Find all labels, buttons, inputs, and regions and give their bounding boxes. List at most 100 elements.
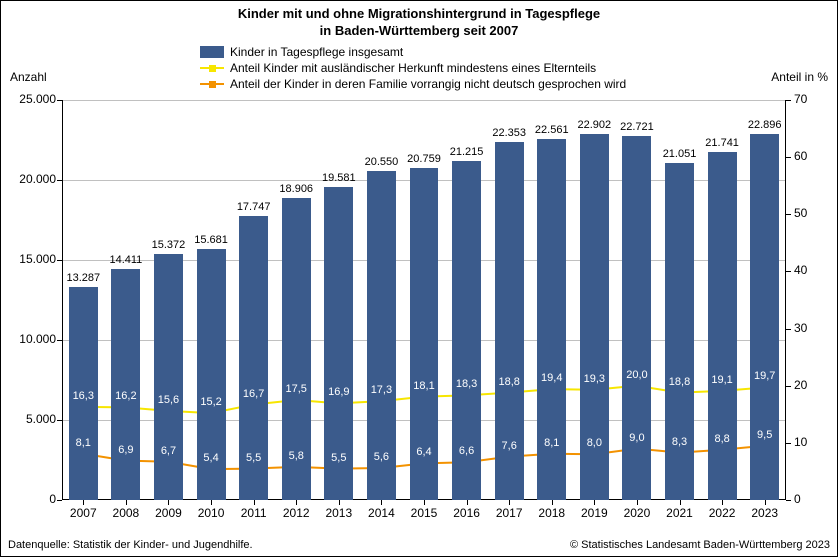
axis-line [785, 100, 786, 500]
tick-mark [509, 500, 510, 505]
tick-mark [339, 500, 340, 505]
tick-mark [211, 500, 212, 505]
chart-title-line2: in Baden-Württemberg seit 2007 [320, 23, 519, 38]
bar-label: 21.051 [658, 148, 702, 160]
axis-line [62, 100, 63, 500]
tick-mark [424, 500, 425, 505]
line1-label: 18,3 [451, 378, 483, 390]
bar [665, 163, 694, 500]
bar [708, 152, 737, 500]
bar [111, 269, 140, 500]
line2-label: 9,0 [621, 432, 653, 444]
bar-label: 19.581 [317, 172, 361, 184]
tick-mark [381, 500, 382, 505]
bar-label: 15.681 [189, 234, 233, 246]
line2-label: 5,6 [365, 451, 397, 463]
legend-row-bar: Kinder in Tagespflege insgesamt [200, 44, 626, 60]
xtick: 2011 [234, 506, 274, 520]
tick-mark [680, 500, 681, 505]
xtick: 2023 [745, 506, 785, 520]
gridline [62, 100, 786, 101]
legend: Kinder in Tagespflege insgesamt Anteil K… [200, 44, 626, 92]
ytick-right: 30 [794, 321, 834, 335]
line2-label: 6,7 [152, 445, 184, 457]
legend-label-bar: Kinder in Tagespflege insgesamt [230, 45, 403, 59]
bar-label: 20.759 [402, 153, 446, 165]
bar-label: 22.353 [487, 127, 531, 139]
line2-label: 6,9 [110, 444, 142, 456]
line2-label: 5,8 [280, 450, 312, 462]
line1-label: 20,0 [621, 369, 653, 381]
line2-label: 5,4 [195, 452, 227, 464]
tick-mark [57, 260, 62, 261]
bar-label: 21.215 [445, 146, 489, 158]
line1-label: 18,1 [408, 380, 440, 392]
tick-mark [786, 271, 791, 272]
xtick: 2009 [148, 506, 188, 520]
bar-label: 22.721 [615, 121, 659, 133]
bar [750, 134, 779, 500]
tick-mark [57, 500, 62, 501]
legend-swatch-line1 [200, 62, 224, 74]
tick-mark [786, 500, 791, 501]
line2-label: 8,3 [664, 436, 696, 448]
line2-label: 5,5 [323, 452, 355, 464]
tick-mark [765, 500, 766, 505]
line1-label: 16,3 [67, 390, 99, 402]
tick-mark [786, 157, 791, 158]
tick-mark [296, 500, 297, 505]
xtick: 2015 [404, 506, 444, 520]
bar [154, 254, 183, 500]
line1-label: 17,5 [280, 383, 312, 395]
chart-title: Kinder mit und ohne Migrationshintergrun… [0, 6, 838, 40]
xtick: 2019 [574, 506, 614, 520]
tick-mark [168, 500, 169, 505]
line1-label: 17,3 [365, 384, 397, 396]
bar-label: 22.902 [572, 119, 616, 131]
line1-label: 16,7 [238, 388, 270, 400]
ytick-right: 50 [794, 206, 834, 220]
tick-mark [594, 500, 595, 505]
tick-mark [786, 214, 791, 215]
xtick: 2022 [702, 506, 742, 520]
tick-mark [83, 500, 84, 505]
tick-mark [786, 329, 791, 330]
tick-mark [57, 100, 62, 101]
tick-mark [786, 443, 791, 444]
plot-area: 13.28714.41115.37215.68117.74718.90619.5… [62, 100, 786, 500]
legend-label-line1: Anteil Kinder mit ausländischer Herkunft… [230, 61, 596, 75]
ytick-right: 40 [794, 263, 834, 277]
line2-label: 8,0 [578, 437, 610, 449]
chart-title-line1: Kinder mit und ohne Migrationshintergrun… [238, 6, 600, 21]
line2-label: 9,5 [749, 429, 781, 441]
bar-label: 14.411 [104, 254, 148, 266]
xtick: 2010 [191, 506, 231, 520]
ytick-right: 60 [794, 149, 834, 163]
xtick: 2012 [276, 506, 316, 520]
line1-label: 19,4 [536, 372, 568, 384]
xtick: 2020 [617, 506, 657, 520]
line1-label: 16,9 [323, 386, 355, 398]
line1-label: 15,2 [195, 396, 227, 408]
tick-mark [552, 500, 553, 505]
bar [622, 136, 651, 500]
bar-label: 15.372 [146, 239, 190, 251]
ytick-right: 10 [794, 435, 834, 449]
line2-label: 8,8 [706, 433, 738, 445]
ytick-left: 25.000 [6, 92, 56, 106]
xtick: 2021 [660, 506, 700, 520]
footer-copyright: © Statistisches Landesamt Baden-Württemb… [570, 539, 830, 551]
xtick: 2013 [319, 506, 359, 520]
legend-row-line1: Anteil Kinder mit ausländischer Herkunft… [200, 60, 626, 76]
bar-label: 20.550 [359, 156, 403, 168]
ytick-right: 70 [794, 92, 834, 106]
tick-mark [722, 500, 723, 505]
line2-label: 7,6 [493, 440, 525, 452]
line2-label: 6,4 [408, 446, 440, 458]
tick-mark [57, 420, 62, 421]
tick-mark [786, 100, 791, 101]
tick-mark [786, 386, 791, 387]
tick-mark [126, 500, 127, 505]
bar-label: 22.896 [743, 119, 787, 131]
xtick: 2014 [361, 506, 401, 520]
